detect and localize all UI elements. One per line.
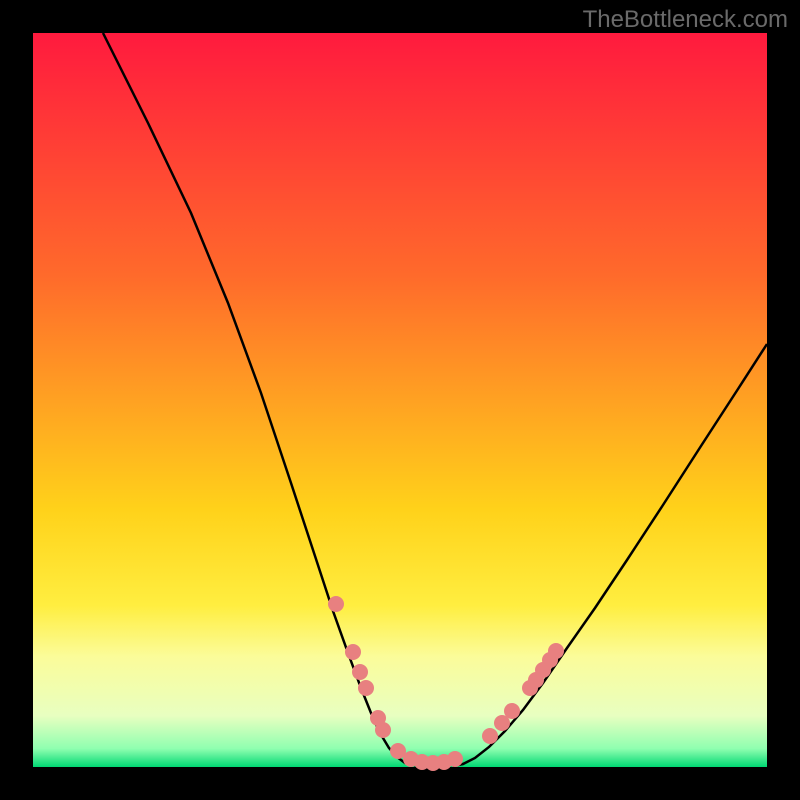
left-curve: [103, 33, 421, 766]
data-marker: [504, 703, 520, 719]
attribution-text: TheBottleneck.com: [583, 6, 788, 34]
curves-layer: [33, 33, 767, 767]
bottleneck-chart: [33, 33, 767, 767]
right-curve: [453, 344, 767, 766]
data-marker: [328, 596, 344, 612]
data-marker: [345, 644, 361, 660]
data-marker: [375, 722, 391, 738]
data-marker: [447, 751, 463, 767]
data-marker: [352, 664, 368, 680]
data-marker: [358, 680, 374, 696]
data-marker: [482, 728, 498, 744]
marker-layer: [328, 596, 564, 771]
data-marker: [548, 643, 564, 659]
